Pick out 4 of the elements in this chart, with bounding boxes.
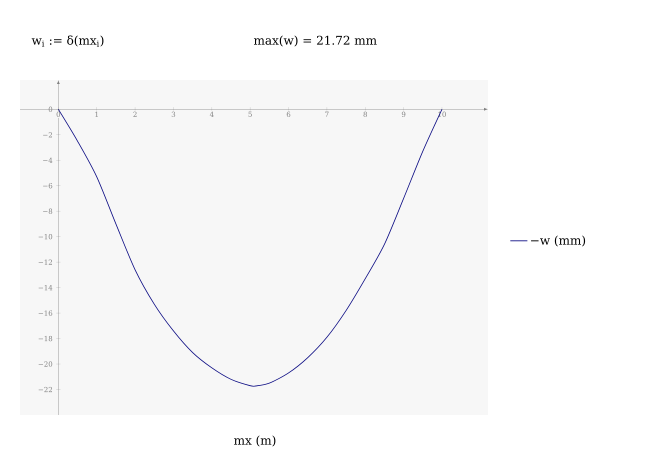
legend-label: −w (mm) <box>531 235 586 246</box>
text: max(w) = 21.72 mm <box>254 36 377 46</box>
x-axis-title: mx (m) <box>234 435 276 446</box>
text: w$_{i}$ := δ(mx$_{i}$) <box>32 35 104 47</box>
